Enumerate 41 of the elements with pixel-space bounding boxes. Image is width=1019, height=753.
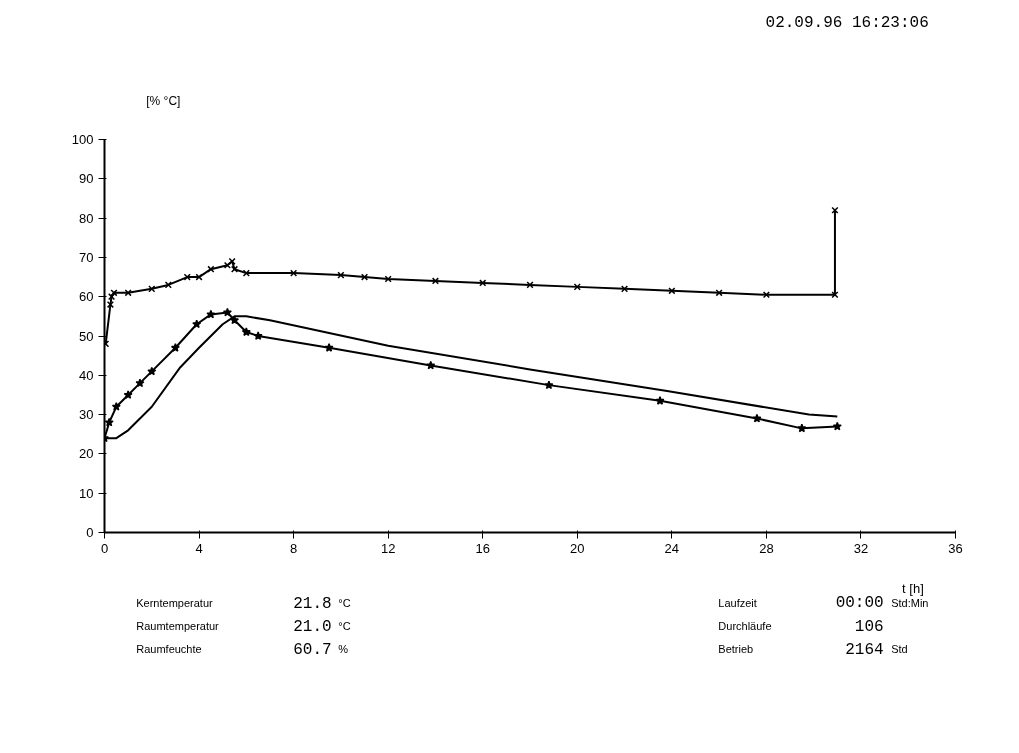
y-tick-label: 50 [79,328,94,344]
x-tick-label: 4 [195,540,203,556]
text: 2164 [845,641,884,659]
y-tick-label: 20 [79,446,94,462]
y-axis-title: [% °C] [146,93,181,108]
y-tick-label: 40 [79,367,94,383]
text: 21.8 [293,595,332,613]
y-tick-label: 100 [71,132,94,147]
x-tick-label: 32 [853,540,869,556]
text: 02.09.96 16:23:06 [765,13,929,32]
text: 21.0 [293,618,332,636]
x-tick-label: 8 [290,540,298,556]
x-axis-title: t [h] [902,581,924,596]
x-tick-label: 36 [948,540,963,556]
y-tick-label: 60 [79,289,94,305]
x-tick-label: 28 [759,540,774,556]
text: Std:Min [891,596,929,609]
x-tick-label: 24 [664,540,680,556]
text: Laufzeit [718,596,757,609]
text: °C [338,596,351,609]
y-tick-label: 0 [86,525,94,540]
text: Std [891,642,908,655]
text: Kerntemperatur [136,596,213,609]
y-tick-label: 30 [79,407,94,423]
text: 106 [854,618,884,636]
y-tick-label: 10 [79,485,94,501]
text: Raumtemperatur [136,619,220,632]
y-tick-label: 90 [79,171,94,187]
x-tick-label: 20 [570,540,585,556]
text: Durchläufe [718,619,772,632]
y-tick-label: 70 [79,249,94,265]
text: Betrieb [718,642,754,655]
x-tick-label: 0 [100,540,109,556]
text: 00:00 [835,593,884,612]
text: 60.7 [293,641,332,659]
x-tick-label: 16 [475,540,490,556]
text: °C [338,619,351,632]
y-tick-label: 80 [79,210,94,226]
text: Raumfeuchte [136,642,202,655]
text: % [338,642,349,655]
x-tick-label: 12 [380,540,396,556]
